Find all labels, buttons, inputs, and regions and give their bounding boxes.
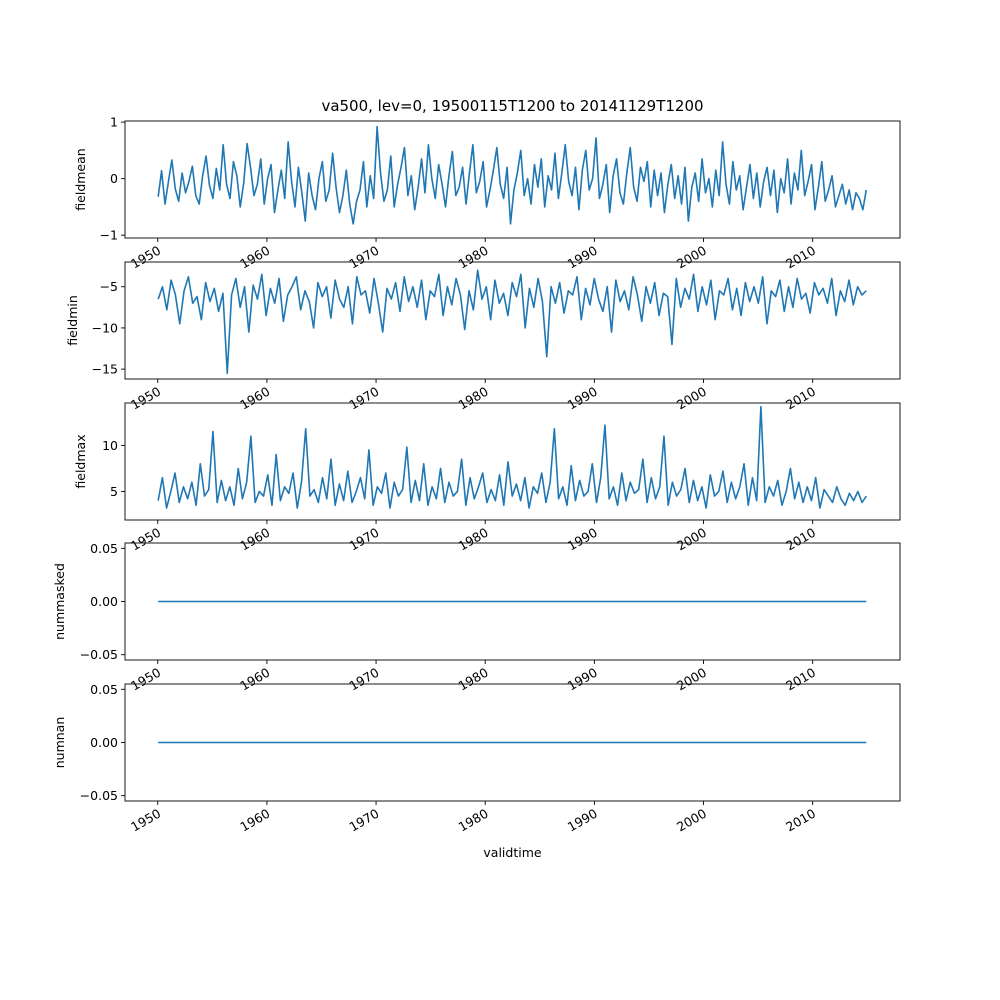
x-axis-label: validtime [483, 845, 541, 860]
y-tick-label: −10 [92, 320, 118, 335]
y-tick-label: 10 [102, 438, 118, 453]
y-tick-label: 0 [110, 171, 118, 186]
y-tick-label: −1 [100, 228, 118, 243]
y-axis-label-nummasked: nummasked [52, 563, 67, 640]
y-tick-label: −15 [92, 362, 118, 377]
y-tick-label: −5 [100, 279, 118, 294]
series-line-fieldmax [157, 405, 867, 509]
y-tick-label: 1 [110, 115, 118, 130]
y-tick-label: 0.00 [90, 735, 118, 750]
y-tick-label: 0.05 [90, 541, 118, 556]
series-line-fieldmean [157, 125, 868, 225]
y-axis-label-numnan: numnan [52, 717, 67, 769]
y-tick-label: −0.05 [80, 647, 118, 662]
y-axis-label-fieldmean: fieldmean [73, 148, 88, 210]
chart-title: va500, lev=0, 19500115T1200 to 20141129T… [321, 97, 703, 115]
y-tick-label: 5 [110, 484, 118, 499]
axes-frame-fieldmax [124, 402, 901, 521]
y-axis-label-fieldmin: fieldmin [65, 295, 80, 346]
axes-frame-fieldmean [124, 120, 901, 239]
y-tick-label: −0.05 [80, 788, 118, 803]
axes-frame-fieldmin [124, 261, 901, 380]
y-tick-label: 0.05 [90, 682, 118, 697]
series-line-fieldmin [157, 269, 867, 375]
y-axis-label-fieldmax: fieldmax [73, 434, 88, 488]
y-tick-label: 0.00 [90, 594, 118, 609]
